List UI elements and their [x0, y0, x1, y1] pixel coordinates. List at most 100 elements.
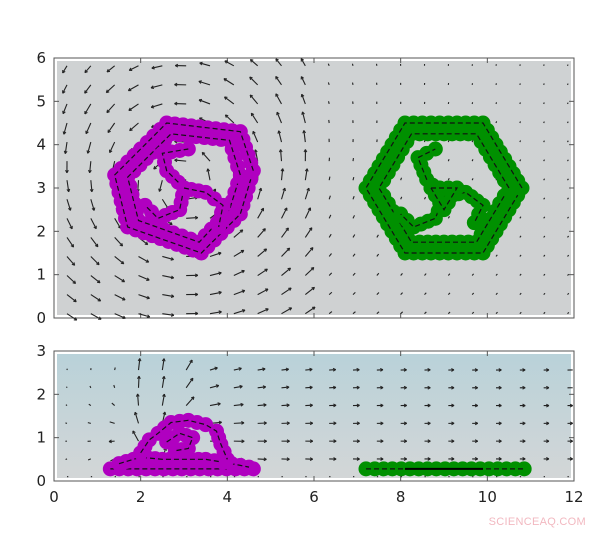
- arrow-head: [106, 109, 110, 114]
- velocity-arrow: [543, 254, 546, 257]
- arrow-head: [546, 457, 550, 461]
- velocity-arrow: [447, 292, 451, 295]
- velocity-arrow: [543, 121, 545, 124]
- velocity-arrow: [567, 254, 570, 257]
- velocity-arrow: [257, 187, 262, 200]
- arrow-head: [333, 403, 337, 408]
- arrow-head: [309, 247, 314, 251]
- arrow-head: [132, 430, 136, 434]
- top-panel: 0 1 2 3 4 5 6: [36, 49, 575, 327]
- velocity-arrow: [327, 63, 330, 67]
- velocity-arrow: [257, 248, 267, 257]
- arrow-head: [89, 188, 94, 193]
- arrow-head: [474, 368, 478, 372]
- arrow-head: [241, 269, 245, 274]
- arrow-head: [333, 457, 337, 461]
- velocity-arrow: [114, 237, 123, 247]
- arrow-head: [451, 421, 455, 426]
- velocity-arrow: [301, 111, 306, 124]
- velocity-arrow: [90, 199, 95, 211]
- velocity-arrow: [233, 403, 244, 407]
- arrow-head: [286, 385, 290, 390]
- velocity-arrow: [567, 292, 570, 295]
- velocity-arrow: [257, 404, 267, 407]
- velocity-arrow: [495, 254, 498, 257]
- velocity-arrow: [352, 253, 356, 257]
- arrow-head: [427, 457, 431, 461]
- structure-link: [161, 148, 189, 189]
- velocity-arrow: [567, 197, 569, 200]
- arrow-head: [451, 403, 455, 408]
- velocity-arrow: [90, 294, 101, 302]
- arrow-head: [288, 287, 292, 291]
- velocity-arrow: [150, 84, 163, 89]
- arrow-head: [451, 385, 455, 390]
- velocity-arrow: [301, 94, 306, 105]
- arrow-head: [170, 275, 175, 280]
- velocity-arrow: [87, 141, 92, 154]
- arrow-head: [569, 421, 573, 426]
- watermark: SCIENCEAQ.COM: [488, 516, 586, 528]
- velocity-arrow: [224, 96, 235, 105]
- velocity-arrow: [209, 384, 219, 389]
- velocity-arrow: [304, 227, 313, 238]
- velocity-arrow: [62, 84, 68, 94]
- arrow-head: [498, 421, 502, 426]
- arrow-head: [302, 130, 307, 134]
- velocity-arrow: [89, 161, 92, 173]
- particle: [466, 215, 482, 231]
- arrow-head: [498, 457, 502, 461]
- arrow-head: [333, 421, 337, 426]
- y-tick-label: 3: [36, 342, 46, 360]
- velocity-arrow: [327, 82, 330, 86]
- arrow-head: [146, 314, 151, 319]
- arrow-head: [286, 439, 290, 444]
- arrow-head: [241, 439, 245, 444]
- velocity-arrow: [471, 178, 474, 181]
- arrow-head: [498, 385, 502, 390]
- velocity-arrow: [495, 121, 498, 124]
- arrow-head: [498, 368, 502, 372]
- arrow-head: [286, 247, 291, 252]
- velocity-arrow: [66, 180, 70, 192]
- velocity-arrow: [65, 404, 68, 407]
- arrow-head: [88, 169, 92, 174]
- velocity-arrow: [543, 140, 545, 143]
- structure-link: [365, 122, 523, 254]
- velocity-arrow: [495, 273, 498, 276]
- arrow-head: [276, 111, 280, 116]
- arrow-head: [356, 367, 360, 372]
- arrow-head: [380, 439, 384, 444]
- arrow-head: [249, 76, 253, 80]
- velocity-arrow: [519, 254, 522, 257]
- velocity-arrow: [209, 311, 222, 315]
- velocity-arrow: [66, 313, 78, 321]
- y-tick-label: 1: [36, 266, 46, 284]
- velocity-arrow: [209, 367, 218, 371]
- arrow-head: [522, 368, 526, 372]
- arrow-head: [284, 207, 288, 211]
- velocity-arrow: [128, 84, 139, 92]
- velocity-arrow: [275, 58, 282, 67]
- arrow-head: [121, 278, 126, 283]
- velocity-arrow: [252, 131, 259, 143]
- velocity-arrow: [400, 177, 403, 181]
- velocity-arrow: [84, 84, 92, 94]
- velocity-arrow: [113, 384, 116, 388]
- arrow-head: [241, 289, 246, 294]
- velocity-arrow: [304, 187, 310, 200]
- arrow-head: [252, 130, 256, 135]
- arrow-head: [218, 420, 222, 425]
- arrow-head: [150, 85, 155, 90]
- velocity-arrow: [114, 256, 125, 265]
- velocity-arrow: [519, 216, 522, 219]
- velocity-arrow: [201, 152, 211, 162]
- arrow-head: [356, 385, 360, 390]
- velocity-arrow: [471, 311, 475, 315]
- arrow-head: [194, 215, 199, 220]
- particle-body: [358, 115, 530, 261]
- arrow-head: [198, 80, 202, 84]
- velocity-arrow: [328, 195, 331, 200]
- velocity-arrow: [376, 292, 380, 295]
- arrow-head: [214, 366, 218, 371]
